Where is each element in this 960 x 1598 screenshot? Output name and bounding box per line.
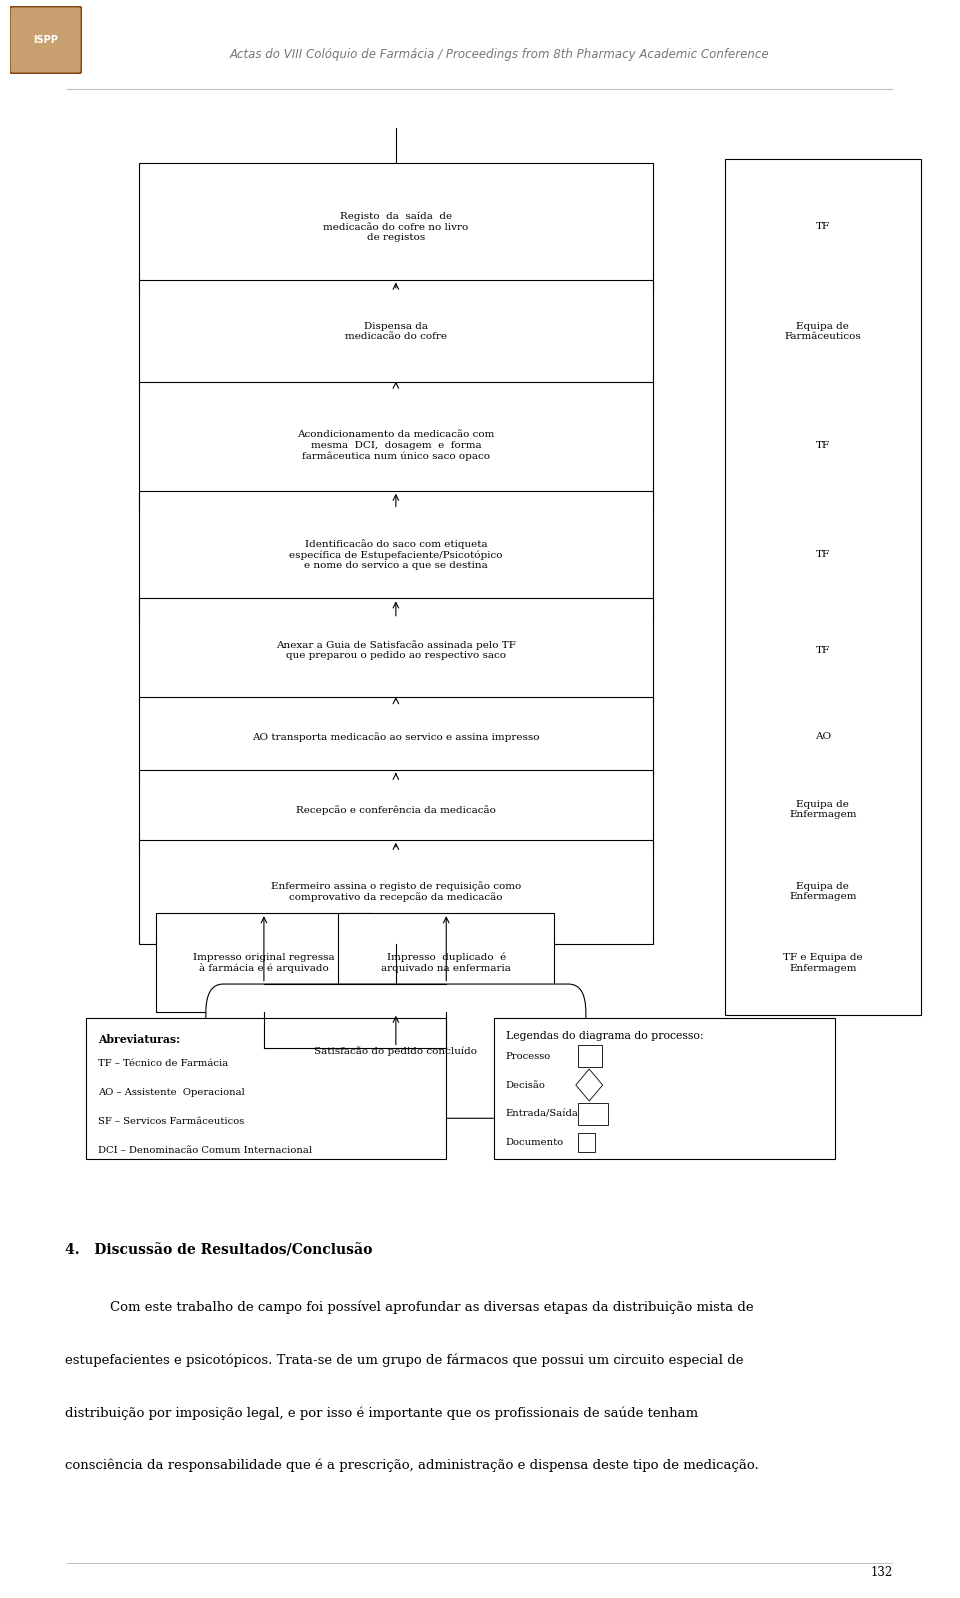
Text: Equipa de
Enfermagem: Equipa de Enfermagem xyxy=(789,801,856,820)
Text: Impresso  duplicado  é
arquivado na enfermaria: Impresso duplicado é arquivado na enferm… xyxy=(381,952,511,973)
FancyBboxPatch shape xyxy=(139,841,653,944)
Text: TF: TF xyxy=(816,441,830,451)
Text: Entrada/Saída: Entrada/Saída xyxy=(506,1109,579,1119)
FancyBboxPatch shape xyxy=(205,984,586,1119)
FancyBboxPatch shape xyxy=(578,1045,602,1067)
FancyBboxPatch shape xyxy=(139,382,653,510)
FancyBboxPatch shape xyxy=(578,1133,595,1152)
Text: Equipa de
Enfermagem: Equipa de Enfermagem xyxy=(789,882,856,901)
Text: consciência da responsabilidade que é a prescrição, administração e dispensa des: consciência da responsabilidade que é a … xyxy=(65,1459,759,1472)
Text: Com este trabalho de campo foi possível aprofundar as diversas etapas da distrib: Com este trabalho de campo foi possível … xyxy=(110,1301,754,1314)
Text: AO: AO xyxy=(815,732,831,741)
FancyBboxPatch shape xyxy=(156,914,372,1013)
Text: AO – Assistente  Operacional: AO – Assistente Operacional xyxy=(98,1088,245,1098)
Polygon shape xyxy=(576,1069,603,1101)
Text: Processo: Processo xyxy=(506,1051,551,1061)
Text: TF: TF xyxy=(816,550,830,559)
Text: TF e Equipa de
Enfermagem: TF e Equipa de Enfermagem xyxy=(783,952,863,973)
Text: Equipa de
Farmâceuticos: Equipa de Farmâceuticos xyxy=(784,321,861,342)
Text: DCI – Denominacão Comum Internacional: DCI – Denominacão Comum Internacional xyxy=(98,1146,312,1155)
FancyBboxPatch shape xyxy=(139,280,653,384)
Text: Actas do VIII Colóquio de Farmácia / Proceedings from 8th Pharmacy Academic Conf: Actas do VIII Colóquio de Farmácia / Pro… xyxy=(229,48,769,61)
Text: Identificacão do saco com etiqueta
específica de Estupefaciente/Psicotópico
e no: Identificacão do saco com etiqueta espec… xyxy=(289,539,503,570)
Text: 4.   Discussão de Resultados/Conclusão: 4. Discussão de Resultados/Conclusão xyxy=(65,1243,372,1258)
Text: Impresso original regressa
à farmácia e é arquivado: Impresso original regressa à farmácia e … xyxy=(193,952,335,973)
FancyBboxPatch shape xyxy=(139,163,653,291)
Text: ISPP: ISPP xyxy=(34,35,58,45)
FancyBboxPatch shape xyxy=(139,697,653,777)
FancyBboxPatch shape xyxy=(139,770,653,850)
Text: Legendas do diagrama do processo:: Legendas do diagrama do processo: xyxy=(506,1031,704,1040)
FancyBboxPatch shape xyxy=(10,6,82,74)
Text: TF: TF xyxy=(816,646,830,655)
Text: TF – Técnico de Farmácia: TF – Técnico de Farmácia xyxy=(98,1059,228,1069)
Text: distribuição por imposição legal, e por isso é importante que os profissionais d: distribuição por imposição legal, e por … xyxy=(65,1406,698,1419)
Text: Acondicionamento da medicacão com
mesma  DCI,  dosagem  e  forma
farmâceutica nu: Acondicionamento da medicacão com mesma … xyxy=(298,430,494,460)
FancyBboxPatch shape xyxy=(725,158,922,1015)
Text: Recepcão e conferência da medicacão: Recepcão e conferência da medicacão xyxy=(296,805,495,815)
Text: AO transporta medicacão ao servico e assina impresso: AO transporta medicacão ao servico e ass… xyxy=(252,732,540,741)
Text: SF – Servicos Farmâceuticos: SF – Servicos Farmâceuticos xyxy=(98,1117,244,1127)
FancyBboxPatch shape xyxy=(494,1018,835,1159)
FancyBboxPatch shape xyxy=(139,599,653,703)
Text: Enfermeiro assina o registo de requisição como
comprovativo da recepcão da medic: Enfermeiro assina o registo de requisiçã… xyxy=(271,880,521,903)
Text: estupefacientes e psicotópicos. Trata-se de um grupo de fármacos que possui um c: estupefacientes e psicotópicos. Trata-se… xyxy=(65,1354,744,1366)
Text: TF: TF xyxy=(816,222,830,232)
Text: 132: 132 xyxy=(870,1566,893,1579)
Text: Dispensa da
medicacão do cofre: Dispensa da medicacão do cofre xyxy=(345,321,446,342)
Text: Satisfacão do pedido concluído: Satisfacão do pedido concluído xyxy=(314,1047,477,1056)
Text: Documento: Documento xyxy=(506,1138,564,1147)
Text: Decisão: Decisão xyxy=(506,1080,545,1090)
FancyBboxPatch shape xyxy=(578,1103,609,1125)
FancyBboxPatch shape xyxy=(139,491,653,618)
FancyBboxPatch shape xyxy=(338,914,554,1013)
Text: Abreviaturas:: Abreviaturas: xyxy=(98,1034,180,1045)
Text: Registo  da  saída  de
medicacão do cofre no livro
de registos: Registo da saída de medicacão do cofre n… xyxy=(324,211,468,241)
Text: Anexar a Guia de Satisfacão assinada pelo TF
que preparou o pedido ao respectivo: Anexar a Guia de Satisfacão assinada pel… xyxy=(276,641,516,660)
FancyBboxPatch shape xyxy=(86,1018,446,1159)
